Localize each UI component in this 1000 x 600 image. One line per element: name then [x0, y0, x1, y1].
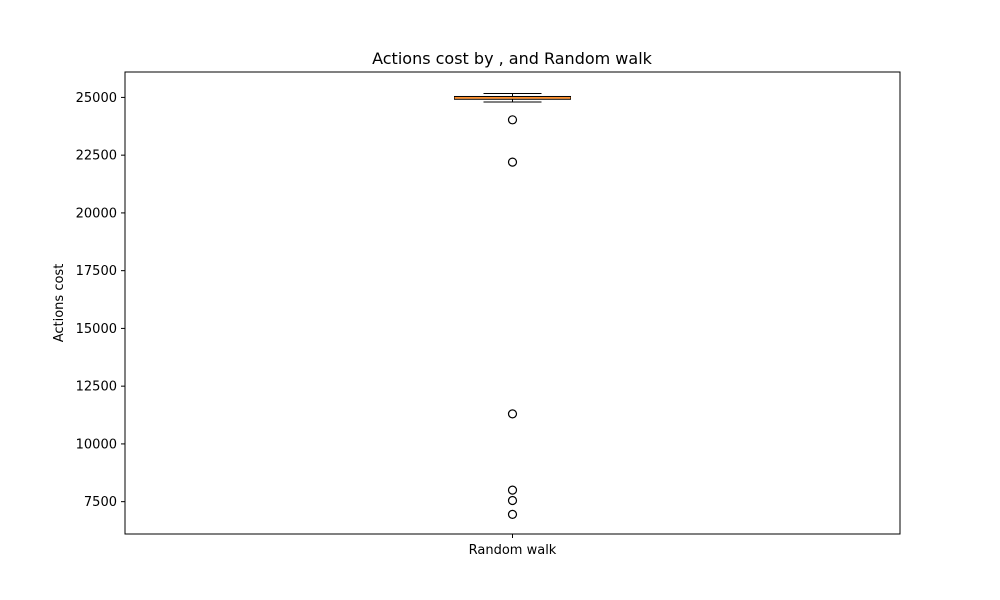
y-tick-label: 10000: [76, 437, 117, 452]
y-axis-label: Actions cost: [52, 264, 67, 343]
outlier-point: [507, 409, 518, 419]
box-1: [454, 92, 571, 519]
outlier-point: [507, 485, 518, 495]
outlier-point: [507, 509, 518, 519]
outlier-point: [507, 157, 518, 167]
y-tick-label: 15000: [76, 322, 117, 337]
axes-frame: [124, 71, 901, 535]
outlier-point: [507, 495, 518, 506]
chart-title: Actions cost by , and Random walk: [372, 49, 653, 68]
y-tick-label: 25000: [76, 91, 117, 106]
outlier-point: [507, 115, 518, 125]
y-tick-label: 22500: [76, 149, 117, 164]
y-tick-label: 20000: [76, 206, 117, 221]
y-axis-ticks: 7500 10000 12500 15000 17500 20000 22500 25000: [76, 91, 125, 510]
x-axis-ticks: Random walk: [469, 534, 557, 558]
y-tick-label: 17500: [76, 264, 117, 279]
plot-area: [454, 92, 571, 519]
x-tick-label: Random walk: [469, 543, 557, 558]
y-tick-label: 7500: [84, 495, 117, 510]
y-tick-label: 12500: [76, 380, 117, 395]
